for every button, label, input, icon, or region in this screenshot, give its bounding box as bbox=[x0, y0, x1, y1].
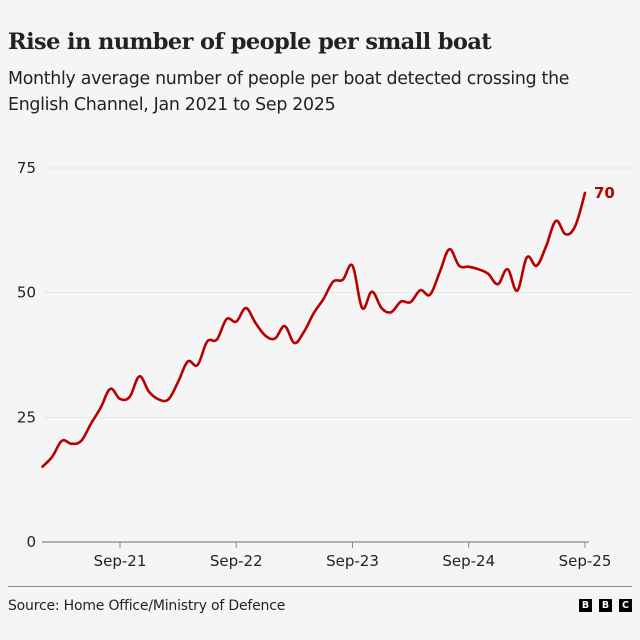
source-note: Source: Home Office/Ministry of Defence bbox=[8, 598, 286, 614]
y-axis: 0 25 50 75 bbox=[17, 159, 36, 551]
x-tick-label: Sep-25 bbox=[559, 552, 612, 570]
x-tick-label: Sep-23 bbox=[326, 552, 379, 570]
bbc-logo-letter: C bbox=[619, 599, 632, 612]
gridlines bbox=[44, 167, 632, 418]
series-layer: 70 bbox=[41, 184, 615, 468]
chart-subtitle: Monthly average number of people per boa… bbox=[8, 69, 570, 115]
y-tick-label: 0 bbox=[26, 533, 36, 551]
y-tick-label: 75 bbox=[17, 159, 36, 177]
line-chart: 0 25 50 75 Sep-21 Sep-22 Sep-23 Sep-24 Sep-25 7… bbox=[17, 159, 632, 570]
x-tick-label: Sep-21 bbox=[94, 552, 147, 570]
footer-divider bbox=[8, 586, 632, 587]
x-tick-label: Sep-22 bbox=[210, 552, 263, 570]
bbc-logo: B B C bbox=[579, 599, 632, 612]
end-value-label: 70 bbox=[594, 184, 615, 202]
chart-title: Rise in number of people per small boat bbox=[8, 29, 492, 55]
x-tick-label: Sep-24 bbox=[442, 552, 495, 570]
series-line-people-per-boat bbox=[41, 191, 587, 468]
bbc-logo-letter: B bbox=[599, 599, 612, 612]
y-tick-label: 25 bbox=[17, 408, 36, 426]
x-axis: Sep-21 Sep-22 Sep-23 Sep-24 Sep-25 bbox=[42, 541, 612, 570]
y-tick-label: 50 bbox=[17, 284, 36, 302]
bbc-logo-letter: B bbox=[579, 599, 592, 612]
